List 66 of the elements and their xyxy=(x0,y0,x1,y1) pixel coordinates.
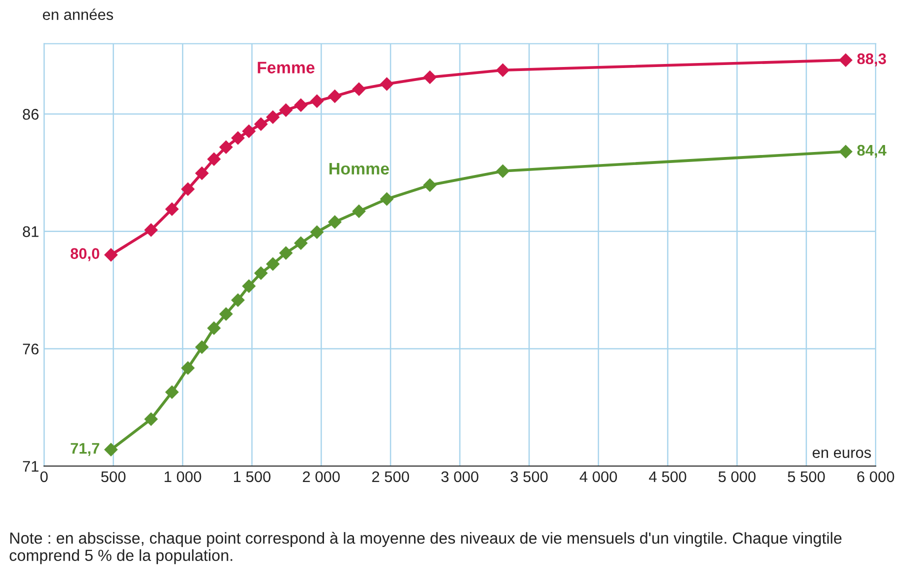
y-tick-label: 81 xyxy=(22,226,38,238)
point xyxy=(144,412,158,426)
point xyxy=(266,110,280,124)
point xyxy=(423,178,436,192)
point xyxy=(310,226,324,239)
point xyxy=(231,131,245,145)
point xyxy=(181,361,194,375)
point xyxy=(266,257,280,271)
data-label: 84,4 xyxy=(857,144,886,158)
point xyxy=(839,54,852,67)
point xyxy=(207,321,221,335)
point xyxy=(254,118,268,131)
point xyxy=(423,70,436,84)
point xyxy=(104,443,118,456)
point xyxy=(207,152,221,166)
x-tick-label: 3 500 xyxy=(510,471,548,482)
y-tick-label: 76 xyxy=(22,344,39,354)
point xyxy=(279,103,292,117)
x-tick-label: 4 000 xyxy=(580,471,617,482)
point xyxy=(328,90,342,103)
point xyxy=(254,266,268,280)
x-tick-label: 3 000 xyxy=(441,471,478,482)
x-tick-label: 2 500 xyxy=(372,471,410,482)
data-label: 88,3 xyxy=(857,53,886,66)
point xyxy=(328,215,342,229)
series-label: Homme xyxy=(329,162,389,175)
data-label: 71,7 xyxy=(70,443,100,456)
point xyxy=(839,145,852,158)
x-tick-label: 0 xyxy=(40,471,48,482)
point xyxy=(352,204,366,218)
point xyxy=(195,166,208,180)
point xyxy=(496,164,510,178)
y-tick-label: 71 xyxy=(22,461,38,472)
point xyxy=(294,98,308,112)
point xyxy=(380,192,394,206)
point xyxy=(294,236,308,250)
y-axis-title: en années xyxy=(42,8,114,20)
point xyxy=(181,182,194,196)
x-tick-label: 500 xyxy=(101,471,126,482)
point xyxy=(195,340,208,354)
point xyxy=(165,386,179,399)
point xyxy=(219,307,233,321)
x-axis-title: en euros xyxy=(812,450,871,458)
x-tick-label: 5 500 xyxy=(788,471,825,482)
text: Note : en abscisse, chaque point correspond à la moyenne des niveaux de vie mensuels d'un vingtile. Chaque vingtile comprend 5 % de la population. xyxy=(10,532,842,564)
data-label: 80,0 xyxy=(70,248,100,262)
point xyxy=(231,294,245,307)
point xyxy=(144,223,158,237)
point xyxy=(310,94,324,108)
x-tick-label: 1 000 xyxy=(164,471,202,482)
point xyxy=(352,82,366,96)
y-tick-label: 86 xyxy=(22,108,39,120)
point xyxy=(165,202,179,216)
point xyxy=(279,246,292,260)
point xyxy=(380,77,394,91)
x-tick-label: 1 500 xyxy=(234,471,270,482)
point xyxy=(104,248,118,262)
point xyxy=(242,279,256,293)
point xyxy=(242,124,256,138)
point xyxy=(496,64,510,77)
point xyxy=(219,140,233,154)
series-label: Femme xyxy=(258,62,315,74)
x-tick-label: 4 500 xyxy=(648,471,686,482)
x-tick-label: 2 000 xyxy=(302,471,340,482)
x-tick-label: 5 000 xyxy=(718,471,756,482)
x-tick-label: 6 000 xyxy=(857,471,894,482)
